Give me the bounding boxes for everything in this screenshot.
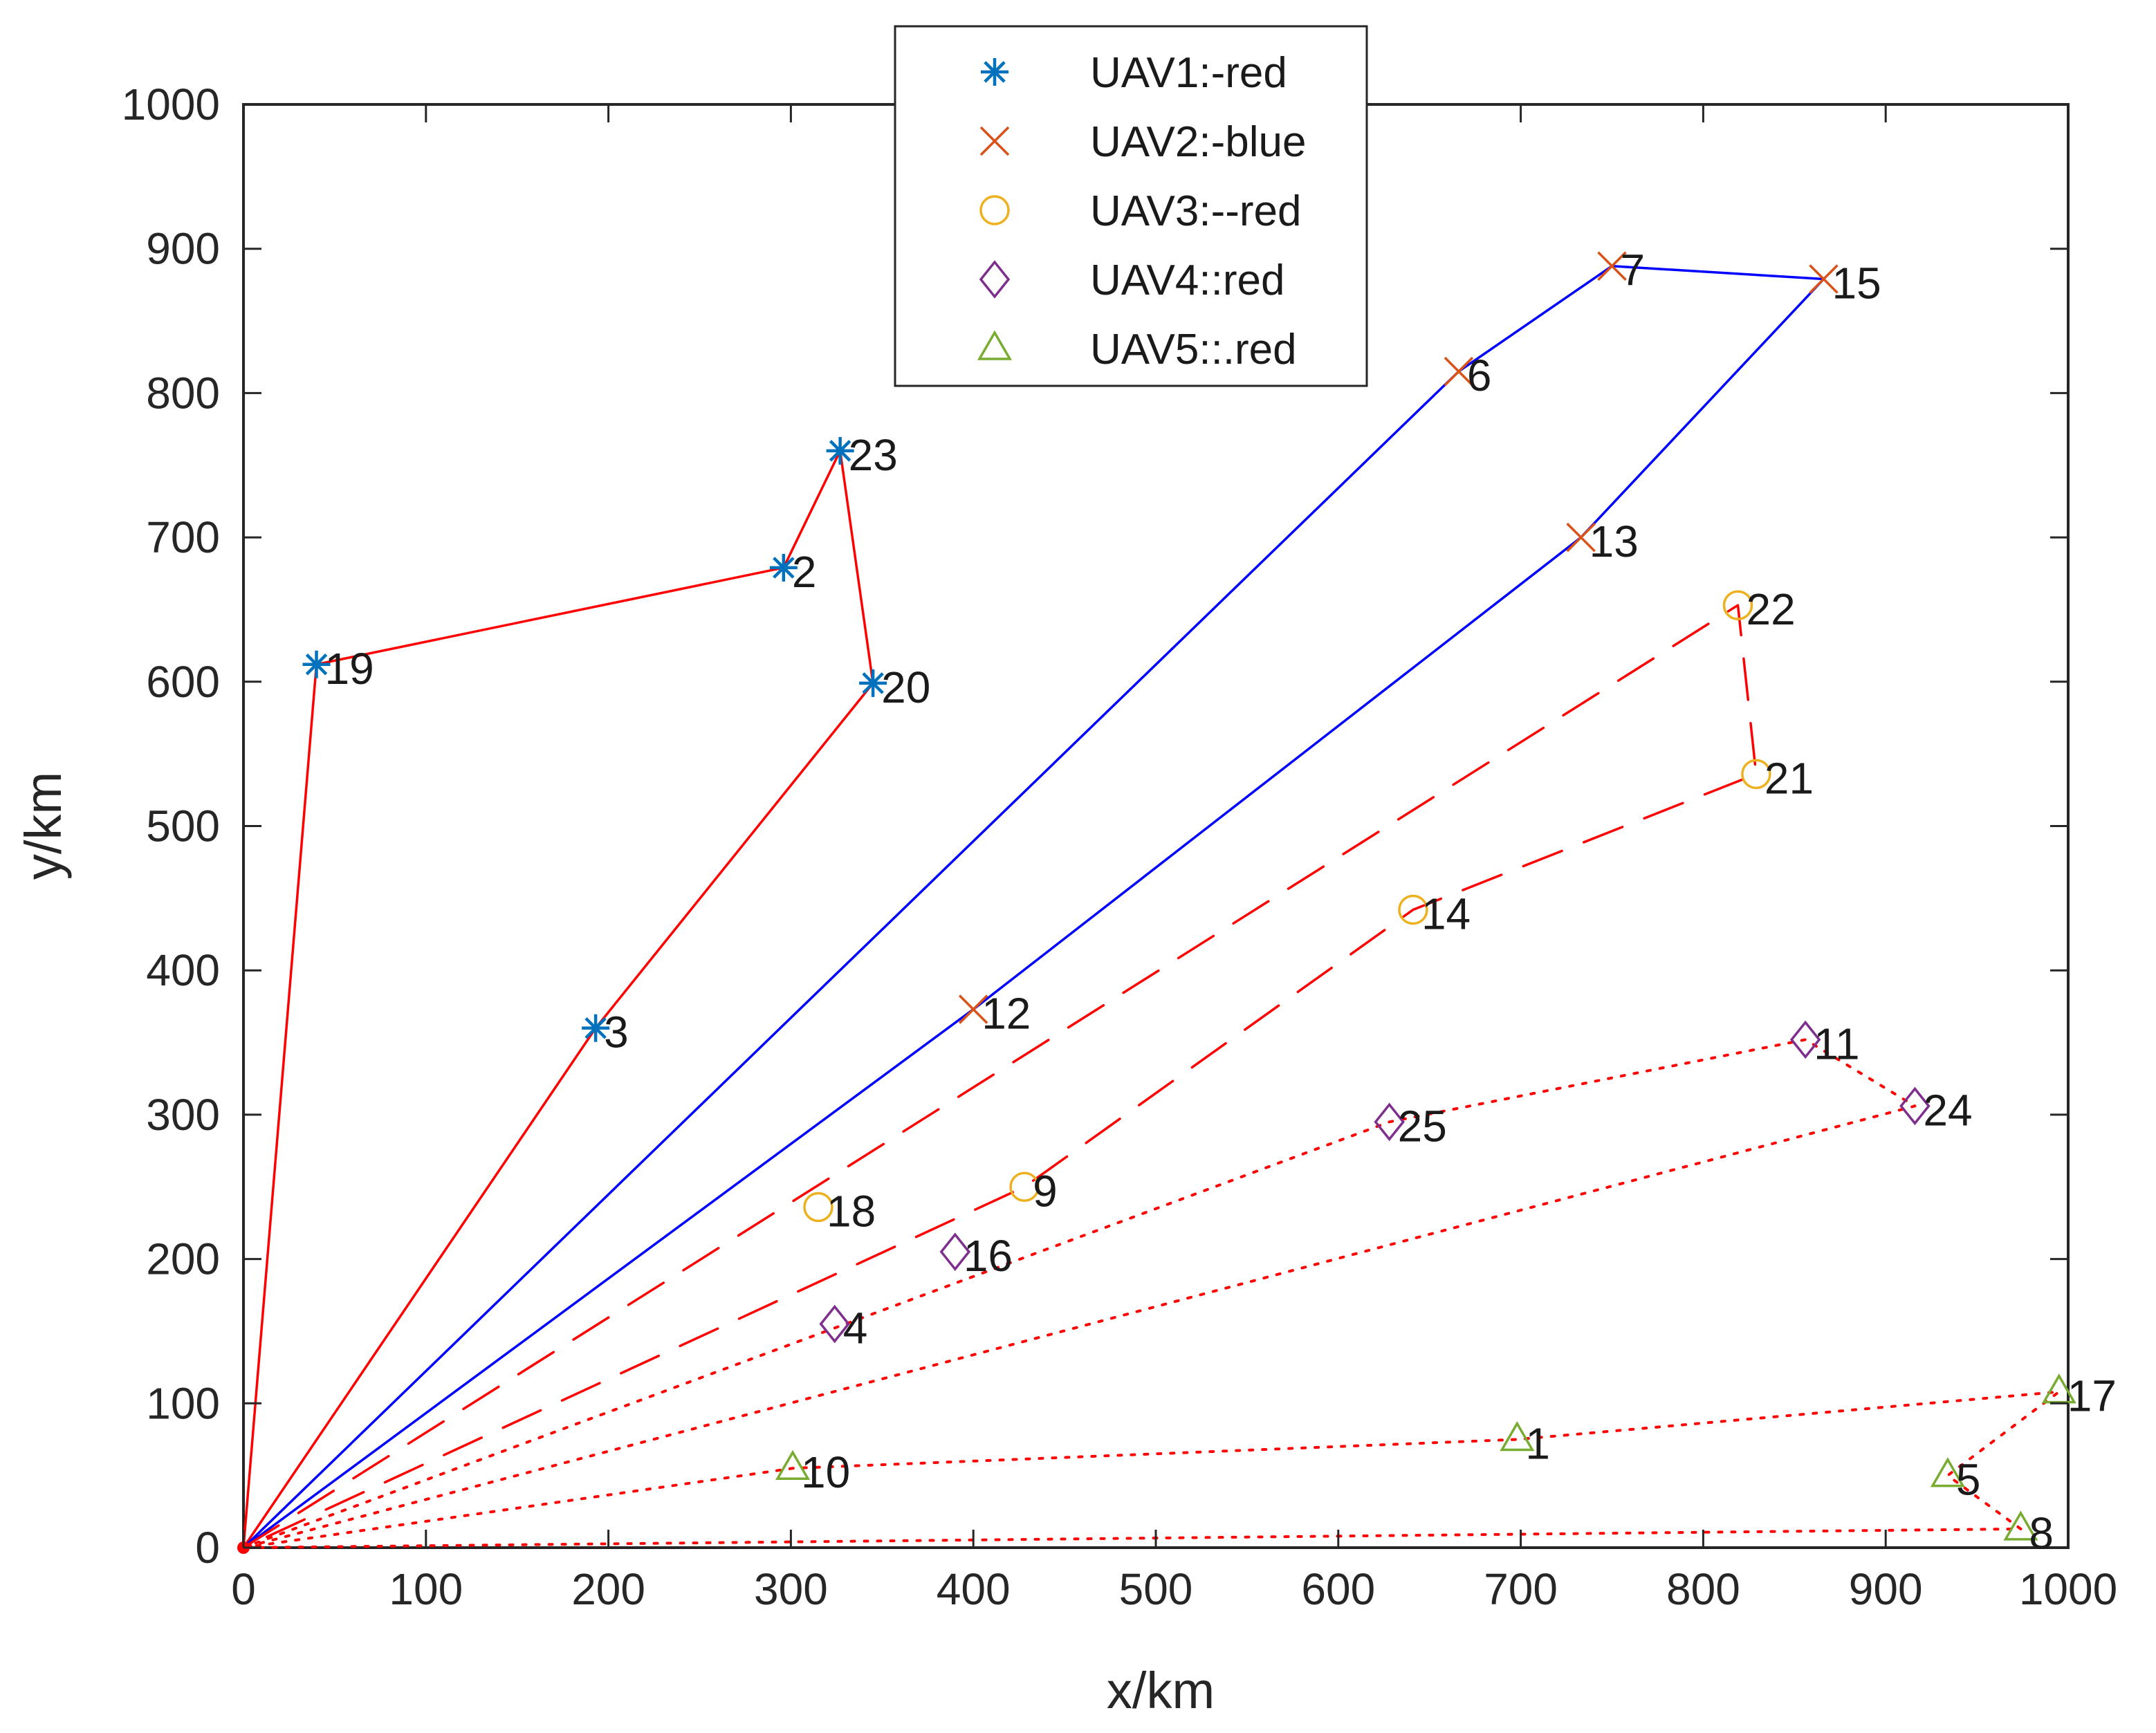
x-tick-label: 100 <box>389 1564 463 1614</box>
point-label-9: 9 <box>1033 1166 1058 1216</box>
marker-point-18 <box>803 1192 833 1223</box>
x-tick-label: 800 <box>1666 1564 1740 1614</box>
marker-point-11 <box>1789 1020 1821 1059</box>
legend-entry-uav4: UAV4::red <box>1090 257 1284 304</box>
legend-box <box>894 25 1368 387</box>
marker-point-15 <box>1809 264 1839 294</box>
x-axis-label: x/km <box>1107 1662 1215 1719</box>
marker-point-20 <box>859 669 887 697</box>
y-tick-label: 0 <box>195 1523 220 1573</box>
point-label-24: 24 <box>1923 1085 1972 1135</box>
route-line-uav3 <box>242 604 1758 1549</box>
legend: UAV1:-redUAV2:-blueUAV3:--redUAV4::redUA… <box>894 25 1368 387</box>
point-label-11: 11 <box>1814 1019 1859 1068</box>
point-label-2: 2 <box>792 547 817 597</box>
marker-point-7 <box>1597 251 1627 281</box>
y-tick-label: 600 <box>146 657 220 707</box>
legend-entry-uav3: UAV3:--red <box>1090 187 1302 235</box>
point-label-1: 1 <box>1525 1418 1550 1468</box>
x-tick-label: 1000 <box>2019 1564 2117 1614</box>
x-tick-label: 900 <box>1849 1564 1923 1614</box>
marker-point-1 <box>1500 1420 1535 1452</box>
point-label-22: 22 <box>1747 584 1796 634</box>
marker-point-3 <box>582 1014 610 1042</box>
point-label-21: 21 <box>1765 753 1814 803</box>
point-label-17: 17 <box>2067 1371 2117 1421</box>
marker-point-21 <box>1741 759 1771 790</box>
legend-marker-uav5 <box>977 330 1013 360</box>
marker-point-8 <box>2003 1510 2038 1541</box>
marker-point-4 <box>819 1304 850 1344</box>
point-label-13: 13 <box>1590 517 1639 566</box>
point-label-23: 23 <box>849 430 898 480</box>
y-tick-label: 500 <box>146 801 220 851</box>
y-tick-label: 1000 <box>122 80 220 129</box>
point-label-10: 10 <box>801 1447 850 1497</box>
point-label-18: 18 <box>827 1186 876 1236</box>
y-tick-label: 200 <box>146 1234 220 1284</box>
marker-point-25 <box>1374 1102 1405 1142</box>
legend-marker-uav1 <box>981 58 1008 86</box>
point-label-12: 12 <box>982 989 1031 1039</box>
point-label-25: 25 <box>1398 1101 1447 1151</box>
y-tick-label: 400 <box>146 945 220 995</box>
point-label-14: 14 <box>1421 889 1471 939</box>
marker-point-24 <box>1899 1086 1931 1126</box>
legend-entry-uav2: UAV2:-blue <box>1090 118 1306 166</box>
point-label-8: 8 <box>2029 1508 2054 1558</box>
axis-ticks: 0 100 200 300 400 500 600 700 800 900 1000 0 100 200 3… <box>122 80 2118 1614</box>
point-label-15: 15 <box>1832 259 1881 308</box>
marker-point-13 <box>1566 522 1596 553</box>
x-tick-label: 200 <box>571 1564 645 1614</box>
point-labels: 19 2 23 20 3 6 7 15 13 12 22 21 14 9 18 25 11 24 16 4 10 1 17 5… <box>325 245 2117 1558</box>
route-line-uav4 <box>242 1038 1917 1549</box>
x-tick-label: 600 <box>1301 1564 1375 1614</box>
y-tick-label: 300 <box>146 1090 220 1140</box>
x-tick-label: 300 <box>754 1564 828 1614</box>
legend-marker-uav2 <box>979 126 1010 156</box>
x-tick-label: 400 <box>937 1564 1011 1614</box>
marker-point-17 <box>2041 1373 2076 1404</box>
y-tick-label: 900 <box>146 224 220 274</box>
y-tick-label: 100 <box>146 1378 220 1428</box>
marker-point-19 <box>302 650 331 678</box>
marker-point-12 <box>958 994 988 1024</box>
point-label-5: 5 <box>1956 1455 1981 1505</box>
marker-point-14 <box>1398 894 1428 925</box>
y-tick-label: 700 <box>146 512 220 562</box>
point-label-19: 19 <box>325 644 374 694</box>
point-label-7: 7 <box>1621 245 1646 295</box>
marker-point-6 <box>1444 356 1474 387</box>
y-axis-label: y/km <box>15 772 72 880</box>
marker-point-2 <box>769 553 798 582</box>
legend-entry-uav1: UAV1:-red <box>1090 49 1287 97</box>
point-label-20: 20 <box>881 662 930 712</box>
marker-point-23 <box>826 436 854 465</box>
x-tick-label: 0 <box>231 1564 256 1614</box>
marker-point-22 <box>1722 590 1753 620</box>
x-tick-label: 500 <box>1119 1564 1193 1614</box>
legend-entry-uav5: UAV5::.red <box>1090 326 1297 373</box>
marker-point-5 <box>1930 1457 1965 1488</box>
marker-point-10 <box>775 1449 811 1480</box>
route-line-uav5 <box>242 1390 2061 1549</box>
marker-point-16 <box>939 1232 971 1271</box>
point-markers <box>237 251 2076 1554</box>
legend-marker-uav3 <box>979 195 1010 225</box>
x-tick-label: 700 <box>1484 1564 1558 1614</box>
point-label-3: 3 <box>604 1008 629 1057</box>
legend-marker-uav4 <box>979 260 1011 299</box>
point-label-4: 4 <box>843 1304 868 1353</box>
marker-point-9 <box>1009 1171 1040 1202</box>
y-tick-label: 800 <box>146 368 220 418</box>
point-label-6: 6 <box>1467 351 1492 400</box>
point-label-16: 16 <box>964 1231 1013 1281</box>
